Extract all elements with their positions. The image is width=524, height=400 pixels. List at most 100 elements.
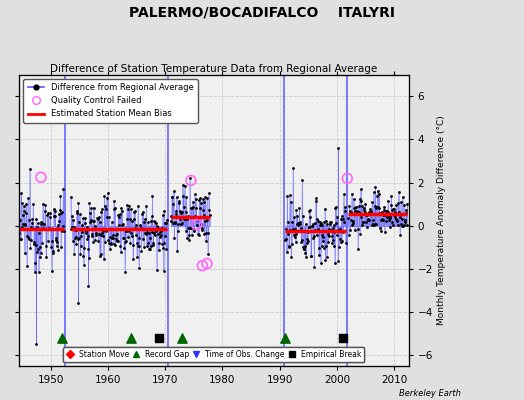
Point bbox=[71, 241, 80, 247]
Point bbox=[297, 238, 305, 245]
Point bbox=[36, 244, 44, 250]
Point bbox=[294, 222, 303, 228]
Point bbox=[30, 269, 39, 276]
Point bbox=[112, 236, 120, 242]
Point bbox=[285, 244, 293, 250]
Point bbox=[378, 216, 387, 222]
Point bbox=[84, 246, 93, 252]
Point bbox=[58, 209, 67, 216]
Point bbox=[22, 201, 30, 207]
Point bbox=[145, 230, 154, 236]
Point bbox=[180, 182, 189, 189]
Point bbox=[130, 209, 138, 216]
Point bbox=[330, 222, 338, 228]
Point bbox=[86, 217, 95, 223]
Point bbox=[126, 240, 134, 246]
Point bbox=[363, 212, 371, 218]
Point bbox=[320, 245, 329, 252]
Point bbox=[137, 225, 145, 231]
Point bbox=[203, 216, 212, 223]
Point bbox=[91, 223, 100, 229]
Point bbox=[326, 219, 334, 225]
Point bbox=[127, 205, 135, 212]
Point bbox=[82, 228, 90, 234]
Point bbox=[399, 222, 408, 228]
Point bbox=[19, 212, 27, 218]
Point bbox=[358, 222, 366, 228]
Point bbox=[307, 253, 315, 260]
Point bbox=[59, 186, 68, 192]
Point bbox=[339, 335, 347, 341]
Point bbox=[123, 216, 132, 222]
Point bbox=[367, 208, 375, 214]
Point bbox=[115, 214, 124, 220]
Point bbox=[98, 206, 106, 212]
Point bbox=[26, 166, 34, 173]
Point bbox=[194, 232, 203, 238]
Point bbox=[18, 224, 26, 230]
Point bbox=[119, 235, 128, 242]
Point bbox=[398, 193, 407, 200]
Point bbox=[192, 204, 200, 211]
Point bbox=[49, 206, 58, 212]
Point bbox=[341, 240, 350, 247]
Point bbox=[143, 243, 151, 250]
Point bbox=[332, 204, 340, 210]
Point bbox=[319, 238, 327, 244]
Point bbox=[125, 228, 133, 234]
Point bbox=[71, 226, 79, 233]
Point bbox=[154, 224, 162, 231]
Point bbox=[141, 231, 150, 238]
Point bbox=[330, 229, 339, 236]
Point bbox=[325, 221, 334, 227]
Point bbox=[28, 216, 37, 222]
Point bbox=[163, 216, 171, 223]
Point bbox=[38, 240, 46, 246]
Point bbox=[79, 252, 88, 259]
Point bbox=[176, 208, 184, 214]
Point bbox=[395, 189, 403, 195]
Point bbox=[289, 164, 297, 171]
Point bbox=[298, 237, 306, 244]
Point bbox=[105, 240, 113, 246]
Point bbox=[35, 254, 43, 260]
Point bbox=[115, 222, 123, 228]
Point bbox=[314, 245, 323, 252]
Point bbox=[386, 224, 395, 230]
Point bbox=[80, 262, 88, 269]
Point bbox=[346, 226, 355, 233]
Point bbox=[168, 194, 177, 200]
Point bbox=[155, 247, 163, 253]
Point bbox=[340, 219, 348, 225]
Point bbox=[399, 223, 407, 229]
Point bbox=[32, 249, 41, 256]
Point bbox=[108, 235, 117, 241]
Point bbox=[317, 220, 325, 226]
Point bbox=[161, 220, 169, 226]
Point bbox=[311, 220, 320, 226]
Point bbox=[196, 195, 204, 201]
Point bbox=[305, 224, 313, 230]
Point bbox=[159, 244, 167, 251]
Point bbox=[354, 203, 363, 210]
Point bbox=[289, 232, 298, 238]
Point bbox=[131, 224, 139, 231]
Point bbox=[146, 246, 154, 252]
Point bbox=[287, 254, 296, 260]
Point bbox=[140, 219, 148, 225]
Point bbox=[170, 235, 179, 242]
Point bbox=[357, 186, 365, 193]
Point bbox=[324, 239, 332, 246]
Point bbox=[37, 220, 45, 227]
Point bbox=[31, 242, 40, 248]
Point bbox=[167, 217, 176, 224]
Point bbox=[114, 212, 123, 219]
Point bbox=[287, 198, 295, 205]
Point bbox=[46, 214, 54, 220]
Point bbox=[117, 222, 126, 228]
Point bbox=[99, 228, 107, 234]
Point bbox=[152, 228, 160, 235]
Point bbox=[23, 233, 31, 239]
Point bbox=[288, 219, 297, 226]
Point bbox=[93, 215, 101, 221]
